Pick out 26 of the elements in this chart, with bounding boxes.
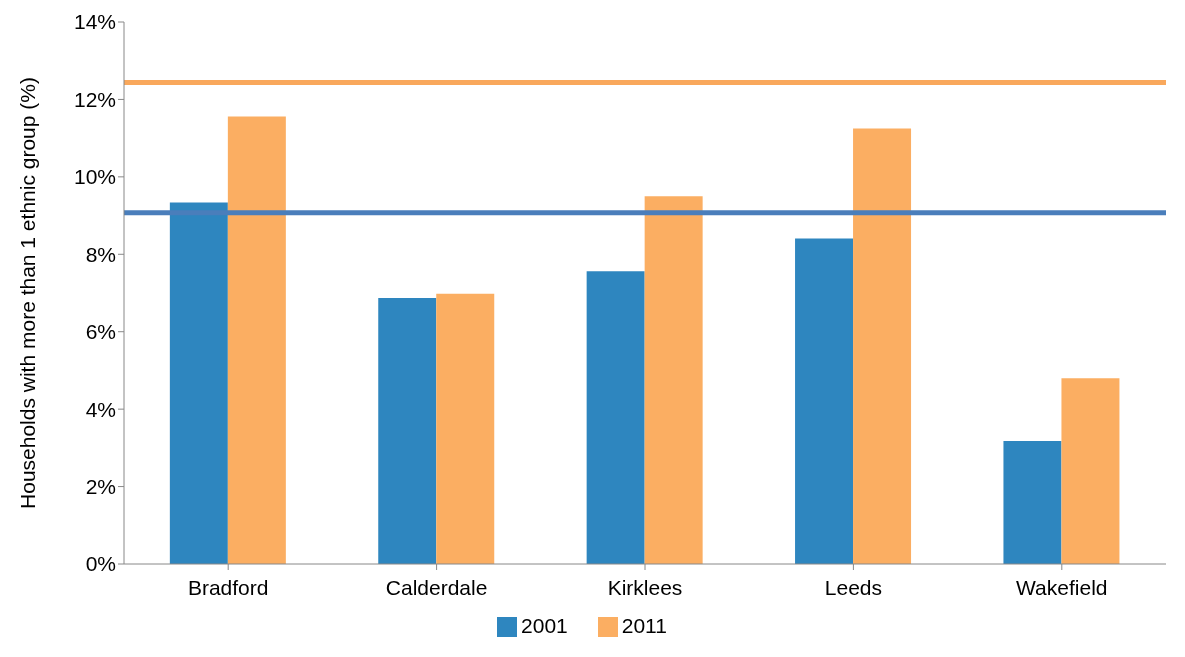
bar	[378, 298, 437, 564]
y-axis-title: Households with more than 1 ethnic group (%)	[16, 77, 40, 509]
x-tick-label: Wakefield	[1016, 575, 1108, 599]
y-tick-label: 10%	[73, 165, 116, 189]
y-tick-label: 12%	[73, 87, 116, 111]
bar	[227, 116, 286, 564]
bar	[436, 293, 495, 564]
y-tick-label: 14%	[73, 10, 116, 34]
bar	[1061, 378, 1120, 564]
bar	[586, 271, 645, 564]
bar	[795, 238, 854, 564]
bar	[644, 196, 703, 564]
bar	[1003, 440, 1062, 564]
x-tick-label: Bradford	[187, 575, 269, 599]
bar	[853, 128, 912, 564]
x-tick-label: Leeds	[824, 575, 883, 599]
legend-label: 2011	[621, 614, 667, 637]
legend-label: 2001	[521, 614, 568, 637]
y-tick-label: 2%	[85, 475, 116, 499]
y-tick-label: 8%	[85, 242, 116, 266]
y-tick-label: 4%	[85, 397, 116, 421]
x-tick-label: Calderdale	[385, 575, 488, 599]
bar	[169, 202, 228, 564]
y-tick-label: 6%	[85, 320, 116, 344]
x-tick-label: Kirklees	[607, 575, 683, 599]
y-tick-label: 0%	[85, 552, 116, 576]
